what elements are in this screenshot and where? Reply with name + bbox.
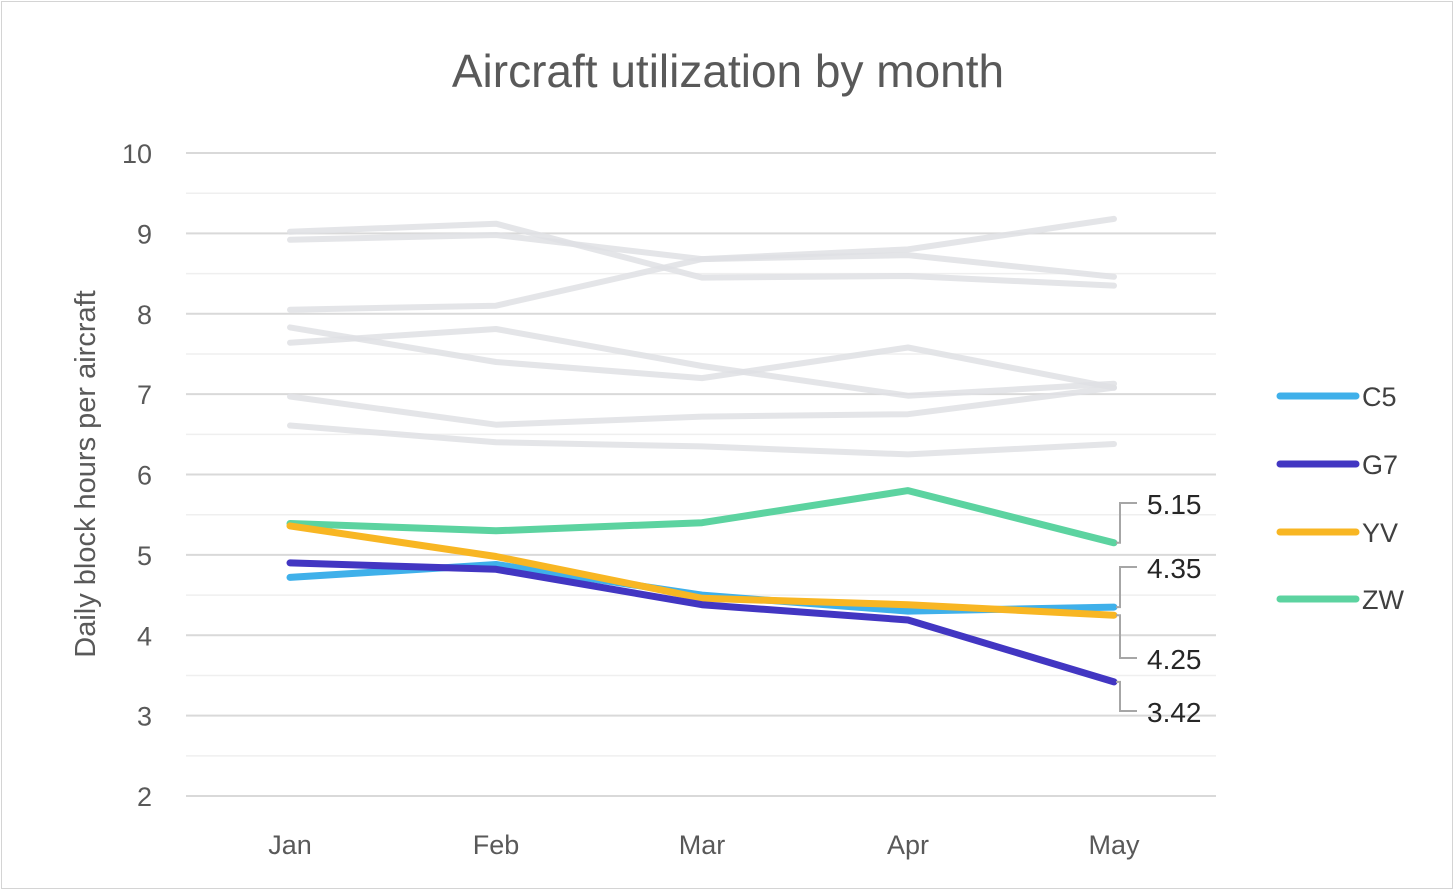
x-tick-label: Mar [679,830,726,860]
y-tick-label: 7 [137,380,152,410]
legend: C5 G7 YV ZW [1276,382,1404,615]
legend-label-zw: ZW [1362,585,1404,615]
label-leader-line [1116,566,1137,609]
background-series-line [287,324,1117,391]
y-tick-label: 5 [137,541,152,571]
background-series-line [287,422,1117,458]
y-tick-label: 10 [122,139,152,169]
data-label-g7: 3.42 [1147,697,1202,728]
y-tick-label: 6 [137,461,152,491]
gridlines [186,152,1216,797]
background-series [287,215,1117,458]
background-series-line [287,220,1117,289]
series-line-g7 [286,559,1118,686]
x-tick-label: May [1088,830,1140,860]
series-line-yv [286,522,1118,619]
data-label-yv: 4.25 [1147,644,1202,675]
x-axis-ticks: Jan Feb Mar Apr May [268,830,1140,860]
x-tick-label: Apr [887,830,929,860]
y-tick-label: 3 [137,702,152,732]
data-label-c5: 4.35 [1147,553,1202,584]
x-tick-label: Feb [473,830,520,860]
label-leader-line [1116,502,1137,544]
legend-label-yv: YV [1362,518,1398,548]
y-tick-label: 8 [137,300,152,330]
label-leader-line [1116,614,1137,659]
highlighted-series [286,487,1118,686]
background-series-line [287,252,1117,313]
y-axis-title: Daily block hours per aircraft [70,290,102,657]
data-label-zw: 5.15 [1147,489,1202,520]
legend-label-c5: C5 [1362,382,1397,412]
legend-label-g7: G7 [1362,450,1398,480]
y-axis-ticks: 2 3 4 5 6 7 8 9 10 [122,139,152,812]
end-labels: 5.15 4.35 4.25 3.42 [1116,489,1202,728]
chart-title: Aircraft utilization by month [452,45,1004,97]
label-leader-line [1116,680,1137,712]
series-line-zw [286,487,1118,547]
y-tick-label: 9 [137,219,152,249]
y-tick-label: 4 [137,621,152,651]
background-series-line [287,326,1117,399]
background-series-line [287,384,1117,428]
x-tick-label: Jan [268,830,312,860]
y-tick-label: 2 [137,782,152,812]
